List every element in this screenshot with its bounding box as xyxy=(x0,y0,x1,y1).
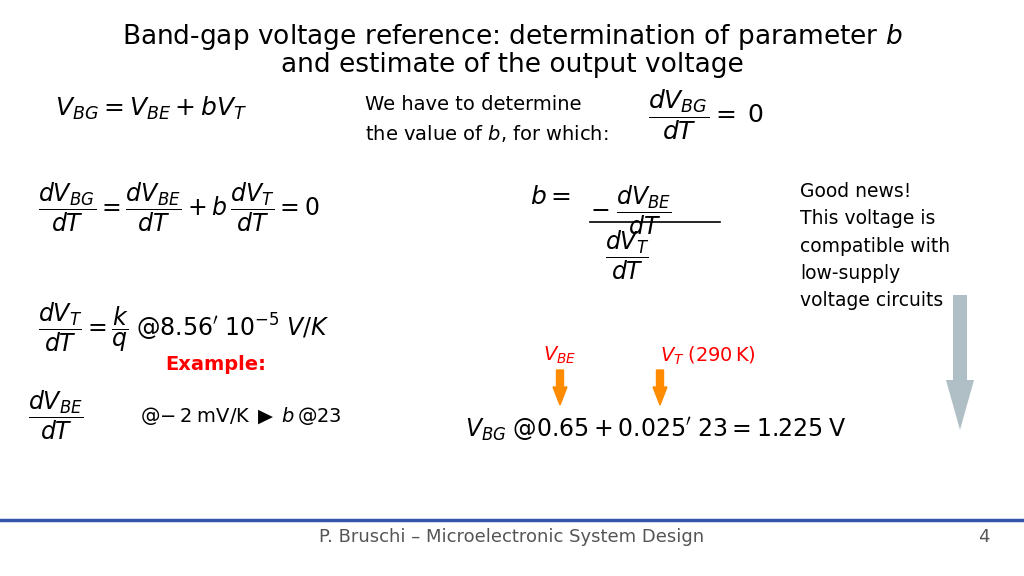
Text: Band-gap voltage reference: determination of parameter $\it{b}$: Band-gap voltage reference: determinatio… xyxy=(122,22,902,52)
Text: 4: 4 xyxy=(979,528,990,546)
Text: $\dfrac{dV_{BG}}{dT} = \dfrac{dV_{BE}}{dT} + b\,\dfrac{dV_T}{dT} = 0$: $\dfrac{dV_{BG}}{dT} = \dfrac{dV_{BE}}{d… xyxy=(38,180,319,234)
Text: $\dfrac{dV_T}{dT}$: $\dfrac{dV_T}{dT}$ xyxy=(605,228,649,282)
Text: $V_{BE}$: $V_{BE}$ xyxy=(544,345,577,366)
Text: and estimate of the output voltage: and estimate of the output voltage xyxy=(281,52,743,78)
Text: $\dfrac{dV_T}{dT} = \dfrac{k}{q}\;@8.56'\;10^{-5}\;V/K$: $\dfrac{dV_T}{dT} = \dfrac{k}{q}\;@8.56'… xyxy=(38,300,330,354)
Text: P. Bruschi – Microelectronic System Design: P. Bruschi – Microelectronic System Desi… xyxy=(319,528,705,546)
Text: $b = $: $b = $ xyxy=(530,185,571,209)
Text: $V_{BG}\;@0.65 + 0.025'\;23 = 1.225\;\mathrm{V}$: $V_{BG}\;@0.65 + 0.025'\;23 = 1.225\;\ma… xyxy=(465,415,847,443)
Text: $@{-}\,2\;\mathrm{mV/K}\;\blacktriangleright\;b\,@23$: $@{-}\,2\;\mathrm{mV/K}\;\blacktriangler… xyxy=(140,405,342,427)
Polygon shape xyxy=(553,370,567,405)
Polygon shape xyxy=(946,295,974,430)
Text: $V_{BG} = V_{BE} + bV_T$: $V_{BG} = V_{BE} + bV_T$ xyxy=(55,95,248,122)
Text: $V_T\;(290\,\mathrm{K})$: $V_T\;(290\,\mathrm{K})$ xyxy=(660,345,756,367)
Text: $\dfrac{dV_{BE}}{dT}$: $\dfrac{dV_{BE}}{dT}$ xyxy=(28,388,84,442)
Polygon shape xyxy=(653,370,667,405)
Text: $\dfrac{dV_{BG}}{dT} = \;0$: $\dfrac{dV_{BG}}{dT} = \;0$ xyxy=(648,88,764,142)
Text: We have to determine
the value of $b$, for which:: We have to determine the value of $b$, f… xyxy=(365,95,608,143)
Text: Good news!
This voltage is
compatible with
low-supply
voltage circuits: Good news! This voltage is compatible wi… xyxy=(800,182,950,310)
Text: Example:: Example: xyxy=(165,355,266,374)
Text: $-\;\dfrac{dV_{BE}}{dT}$: $-\;\dfrac{dV_{BE}}{dT}$ xyxy=(590,183,672,237)
